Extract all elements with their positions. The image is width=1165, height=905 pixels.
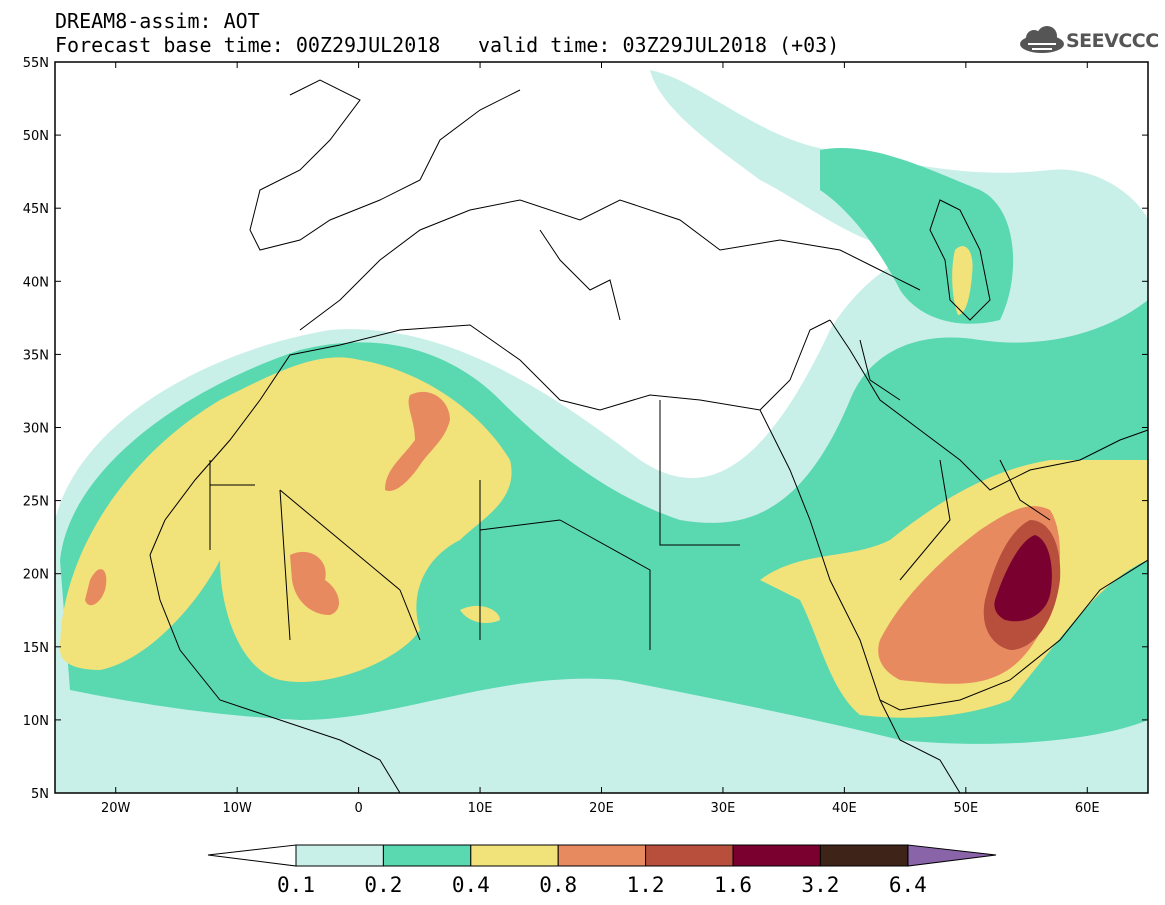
lon-label: 10E [468,801,493,816]
colorbar: 0.1 0.2 0.4 0.8 1.2 1.6 3.2 6.4 [207,844,997,897]
forecast-base-time: Forecast base time: 00Z29JUL2018 [55,33,441,57]
colorbar-label: 0.8 [539,873,577,897]
lat-label: 20N [23,568,49,583]
colorbar-swatch [470,844,559,867]
logo-text: SEEVCCC [1066,30,1159,52]
lon-label: 40E [832,801,857,816]
colorbar-label: 0.4 [452,873,490,897]
colorbar-swatch [382,844,472,867]
colorbar-left-arrow [207,844,297,867]
colorbar-swatch [819,844,909,867]
aot-level-1.6 [994,535,1052,622]
lon-label: 30E [711,801,736,816]
lat-label: 10N [23,714,49,729]
lat-label: 25N [23,495,49,510]
cloud-logo-icon [1020,26,1064,53]
lat-label: 30N [23,422,49,437]
coastlines [149,79,1148,793]
aot-field [55,70,1148,793]
colorbar-swatch [557,844,647,867]
colorbar-label: 0.1 [277,873,315,897]
colorbar-right-arrow [907,844,997,867]
lon-label: 10W [222,801,252,816]
lat-label: 5N [31,787,49,802]
longitude-labels: 20W 10W 0 10E 20E 30E 40E 50E 60E [101,801,1100,816]
colorbar-label: 3.2 [801,873,839,897]
lon-label: 20W [101,801,131,816]
lat-label: 15N [23,641,49,656]
colorbar-swatch [732,844,821,867]
colorbar-label: 1.2 [627,873,665,897]
lon-label: 0 [354,801,362,816]
colorbar-label: 1.6 [714,873,752,897]
lat-label: 55N [23,56,49,71]
colorbar-label: 6.4 [889,873,927,897]
lon-label: 60E [1075,801,1100,816]
lat-label: 40N [23,275,49,290]
lon-label: 50E [953,801,978,816]
colorbar-labels: 0.1 0.2 0.4 0.8 1.2 1.6 3.2 6.4 [277,873,927,897]
lat-label: 50N [23,129,49,144]
colorbar-swatch [645,844,734,867]
colorbar-label: 0.2 [364,873,402,897]
lon-label: 20E [589,801,614,816]
colorbar-swatch [295,844,384,867]
lat-label: 35N [23,348,49,363]
lat-label: 45N [23,202,49,217]
map-title: DREAM8-assim: AOT [55,9,260,33]
axis-ticks [55,61,1148,794]
valid-time: valid time: 03Z29JUL2018 (+03) [478,33,840,57]
latitude-labels: 55N 50N 45N 40N 35N 30N 25N 20N 15N 10N 5N [23,56,49,802]
